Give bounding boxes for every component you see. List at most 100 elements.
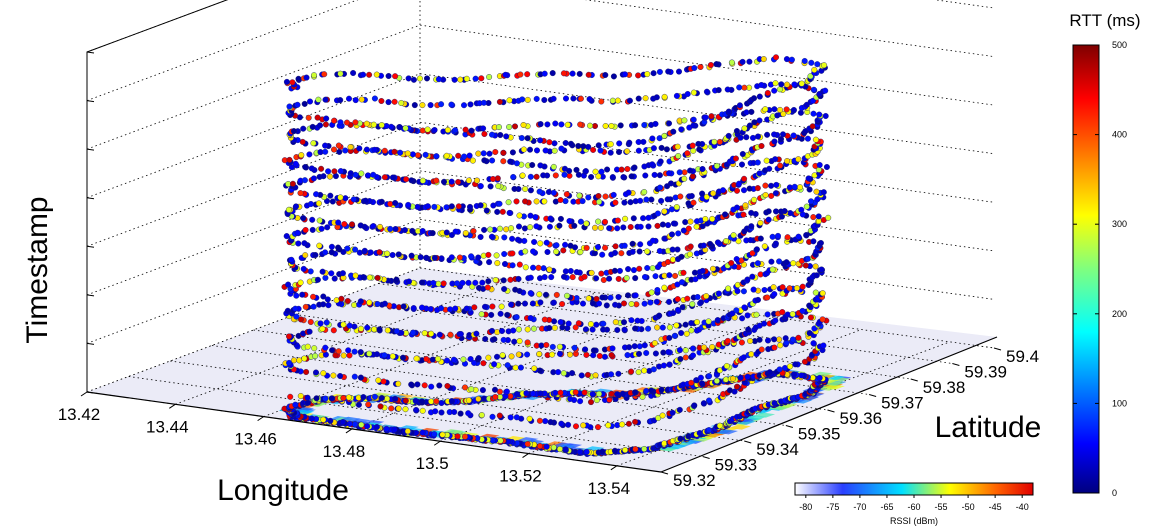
rtt-point [373, 71, 380, 78]
rtt-point [671, 332, 678, 339]
rtt-point [468, 127, 475, 134]
rtt-point [531, 238, 538, 245]
rtt-point [529, 161, 536, 168]
rtt-point [812, 289, 819, 296]
x-tick-label: 13.48 [323, 442, 366, 461]
rtt-point [331, 146, 338, 153]
rtt-point [320, 416, 327, 423]
rtt-point [802, 262, 809, 269]
rtt-point [310, 140, 317, 147]
rtt-point [548, 274, 555, 281]
rtt-point [405, 201, 412, 208]
rtt-point [286, 333, 293, 340]
rtt-point [487, 183, 494, 190]
rtt-point [714, 317, 721, 324]
rtt-point [568, 140, 575, 147]
rtt-point [685, 200, 692, 207]
rtt-point [625, 420, 632, 427]
rtt-point [370, 121, 377, 128]
rtt-point [318, 165, 325, 172]
rtt-point [612, 301, 619, 308]
rtt-point [614, 217, 621, 224]
rtt-point [652, 350, 659, 357]
rtt-point [523, 390, 530, 397]
rtt-point [328, 243, 335, 250]
rtt-point [749, 273, 756, 280]
rtt-point [657, 158, 664, 165]
rtt-point [672, 272, 679, 279]
rtt-point [558, 121, 565, 128]
rtt-point [635, 369, 642, 376]
rtt-point [670, 310, 677, 317]
rtt-point [661, 93, 668, 100]
rtt-point [284, 307, 291, 314]
rtt-point [381, 352, 388, 359]
rtt-point [428, 330, 435, 337]
rtt-point [478, 412, 485, 419]
rtt-point [450, 356, 457, 363]
rtt-point [741, 125, 748, 132]
rtt-point [609, 174, 616, 181]
rtt-point [428, 383, 435, 390]
rtt-point [741, 304, 748, 311]
rtt-point [577, 248, 584, 255]
rtt-point [387, 225, 394, 232]
rtt-point [576, 448, 583, 455]
rtt-point [780, 131, 787, 138]
rtt-point [777, 106, 784, 113]
rtt-point [371, 95, 378, 102]
rtt-point [741, 187, 748, 194]
rtt-point [364, 423, 371, 430]
rtt-point [585, 71, 592, 78]
rtt-point [582, 168, 589, 175]
rtt-point [564, 292, 571, 299]
rtt-point [583, 448, 590, 455]
rtt-point [315, 96, 322, 103]
rtt-point [810, 86, 817, 93]
rtt-point [641, 188, 648, 195]
rtt-point [498, 303, 505, 310]
rtt-point [550, 189, 557, 196]
rtt-point [698, 299, 705, 306]
rtt-point [602, 193, 609, 200]
rtt-point [546, 223, 553, 230]
rtt-point [589, 391, 596, 398]
rtt-point [595, 218, 602, 225]
rtt-point [707, 240, 714, 247]
rtt-point [480, 360, 487, 367]
rtt-point [599, 294, 606, 301]
rtt-point [761, 287, 768, 294]
rtt-point [447, 331, 454, 338]
rtt-point [544, 248, 551, 255]
rtt-point [331, 117, 338, 124]
rtt-point [621, 71, 628, 78]
rtt-point [531, 325, 538, 332]
rtt-point [308, 165, 315, 172]
rtt-point [577, 218, 584, 225]
rtt-point [483, 207, 490, 214]
rtt-point [735, 238, 742, 245]
rtt-point [781, 208, 788, 215]
rtt-point [511, 185, 518, 192]
rtt-point [621, 326, 628, 333]
rtt-point [757, 219, 764, 226]
rtt-point [430, 280, 437, 287]
rtt-point [542, 418, 549, 425]
rtt-point [733, 256, 740, 263]
rtt-point [429, 356, 436, 363]
y-tick-label: 59.39 [964, 363, 1007, 382]
rtt-point [598, 270, 605, 277]
rtt-point [508, 353, 515, 360]
rtt-point [797, 184, 804, 191]
rtt-point [795, 233, 802, 240]
rtt-point [337, 97, 344, 104]
rtt-point [351, 302, 358, 309]
rtt-point [557, 196, 564, 203]
rtt-point [536, 443, 543, 450]
rtt-point [480, 99, 487, 106]
rtt-point [454, 280, 461, 287]
rtt-point [324, 224, 331, 231]
rtt-point [746, 185, 753, 192]
rtt-point [757, 235, 764, 242]
rtt-point [501, 286, 508, 293]
